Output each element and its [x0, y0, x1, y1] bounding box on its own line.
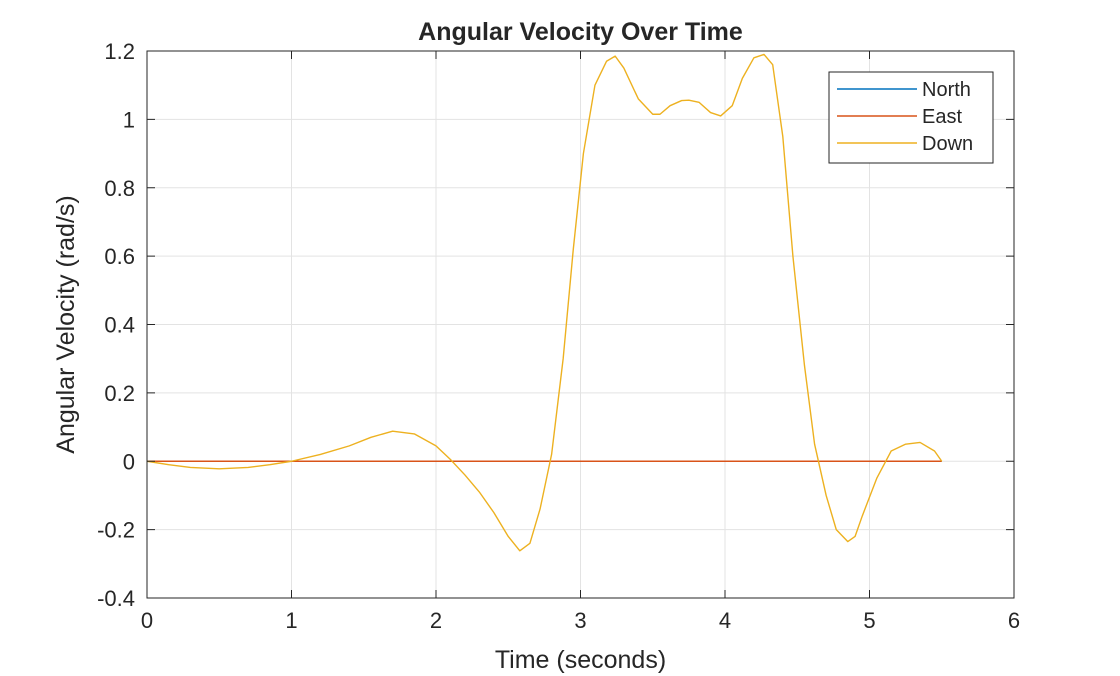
x-tick-label: 0	[141, 608, 153, 633]
legend-box	[828, 71, 994, 164]
legend-label-north: North	[922, 79, 971, 101]
y-tick-label: 0.2	[104, 381, 135, 406]
x-tick-label: 3	[574, 608, 586, 633]
x-tick-label: 2	[430, 608, 442, 633]
x-tick-label: 4	[719, 608, 731, 633]
y-tick-label: 1.2	[104, 39, 135, 64]
legend-label-east: East	[922, 106, 962, 128]
y-tick-label: 1	[123, 107, 135, 132]
axis-ticks: 0 1 2 3 4 5 6 -0.4 -0.2 0 0.2 0.4 0.6 0.8 1 1.2	[97, 39, 1020, 633]
x-tick-label: 1	[285, 608, 297, 633]
y-tick-label: 0.6	[104, 244, 135, 269]
x-axis-title: Time (seconds)	[495, 646, 666, 674]
series-lines	[146, 53, 943, 552]
y-axis-title: Angular Velocity (rad/s)	[52, 195, 80, 453]
y-tick-label: 0.4	[104, 313, 135, 338]
y-tick-label: 0	[123, 449, 135, 474]
series-line-down	[146, 53, 943, 552]
y-tick-label: -0.2	[97, 518, 135, 543]
y-tick-label: 0.8	[104, 176, 135, 201]
chart-title: Angular Velocity Over Time	[418, 18, 743, 46]
x-tick-label: 6	[1008, 608, 1020, 633]
y-tick-label: -0.4	[97, 586, 135, 611]
legend-label-down: Down	[922, 133, 973, 155]
x-tick-label: 5	[863, 608, 875, 633]
legend: North East Down	[828, 71, 994, 164]
